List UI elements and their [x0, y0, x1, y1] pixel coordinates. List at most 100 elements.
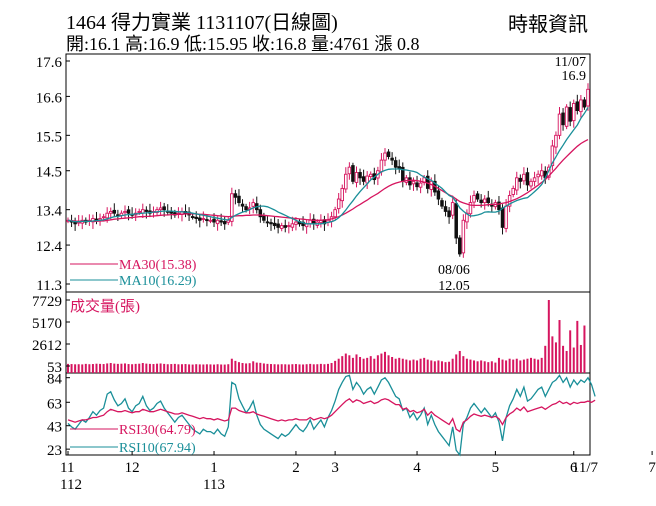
volume-bar [408, 360, 411, 373]
volume-bar [148, 363, 151, 373]
candle-body [482, 198, 487, 204]
volume-bar [398, 357, 401, 373]
volume-bar [437, 360, 440, 373]
candle-body [201, 218, 206, 220]
volume-bar [131, 364, 134, 373]
volume-bar [508, 358, 511, 373]
candle-body [539, 170, 544, 177]
volume-bar [191, 364, 194, 373]
candle-body [219, 220, 223, 223]
candle-body [158, 207, 163, 211]
candle-body [529, 180, 533, 187]
volume-bar [220, 364, 223, 373]
candle-body [479, 199, 483, 204]
volume-bar [497, 357, 500, 373]
candle-body [383, 152, 387, 161]
volume-bar [480, 360, 483, 373]
price-legend-label: MA10(16.29) [119, 274, 197, 289]
candle-body [390, 157, 394, 161]
volume-bar [280, 364, 283, 373]
candle-body [340, 187, 344, 202]
volume-bar [159, 363, 162, 373]
source-label: 時報資訊 [508, 14, 588, 36]
volume-bar [387, 355, 390, 373]
candle-body [162, 206, 166, 211]
candle-body [579, 99, 583, 113]
volume-bar [74, 364, 77, 373]
volume-bar [273, 364, 276, 373]
volume-bar [262, 363, 265, 373]
price-tick-label: 13.4 [36, 204, 63, 220]
volume-bar [70, 364, 73, 373]
candle-body [287, 225, 291, 228]
volume-bar [430, 360, 433, 373]
volume-bar [109, 363, 112, 373]
low-date-label: 08/06 [438, 263, 470, 278]
candle-body [557, 113, 562, 136]
price-frame [65, 53, 591, 293]
x-tick-label: 11 [60, 460, 74, 476]
volume-bar [294, 364, 297, 373]
rsi-tick-label: 84 [47, 372, 63, 388]
volume-bar [359, 356, 362, 373]
volume-bar [487, 362, 490, 373]
candle-body [515, 177, 519, 191]
volume-bar [88, 364, 91, 373]
volume-bar [223, 364, 226, 373]
volume-bar [302, 364, 305, 373]
volume-bar [145, 363, 148, 373]
volume-bar [337, 358, 340, 373]
candle-body [368, 173, 373, 178]
volume-bar [476, 361, 479, 373]
volume-bar [512, 359, 515, 373]
candle-body [222, 221, 227, 225]
volume-bar [394, 358, 397, 373]
volume-bar [120, 363, 123, 373]
volume-bar [237, 362, 240, 373]
volume-bar [166, 364, 169, 373]
volume-tick-label: 53 [47, 360, 62, 376]
volume-bar [141, 363, 144, 373]
candle-body [497, 201, 501, 211]
candle-body [244, 206, 248, 211]
candle-body [447, 210, 451, 218]
volume-bar [444, 362, 447, 373]
volume-bar [99, 363, 102, 373]
volume-bar [433, 361, 436, 373]
volume-bar [67, 363, 69, 373]
volume-bar [505, 360, 508, 373]
volume-bar [152, 364, 155, 373]
candle-body [226, 219, 231, 223]
candle-body [408, 177, 412, 186]
candle-body [475, 193, 480, 200]
volume-bar [195, 364, 198, 373]
volume-bar [565, 350, 568, 373]
volume-bar [77, 364, 80, 373]
candle-body [258, 209, 263, 218]
volume-bar [540, 357, 543, 373]
volume-bar [170, 364, 173, 373]
x-tick-label: 3 [331, 460, 339, 476]
high-value-label: 16.9 [562, 69, 587, 84]
volume-bar [180, 364, 183, 373]
volume-bar [81, 364, 84, 373]
volume-frame [65, 291, 591, 374]
volume-bar [327, 363, 329, 373]
volume-bar [255, 362, 258, 373]
ma30-line [67, 139, 589, 222]
candle-body [582, 99, 587, 108]
candle-body [386, 151, 391, 158]
candle-body [112, 209, 117, 214]
candle-body [561, 112, 565, 126]
volume-bar [391, 356, 394, 373]
candle-body [333, 209, 337, 218]
candle-body [379, 159, 384, 173]
price-tick-label: 17.6 [36, 55, 63, 71]
volume-bar [334, 360, 337, 373]
volume-bar [551, 336, 554, 373]
volume-bar [156, 363, 159, 373]
candle-body [436, 190, 441, 200]
candle-body [215, 219, 220, 225]
volume-bar [84, 363, 87, 373]
